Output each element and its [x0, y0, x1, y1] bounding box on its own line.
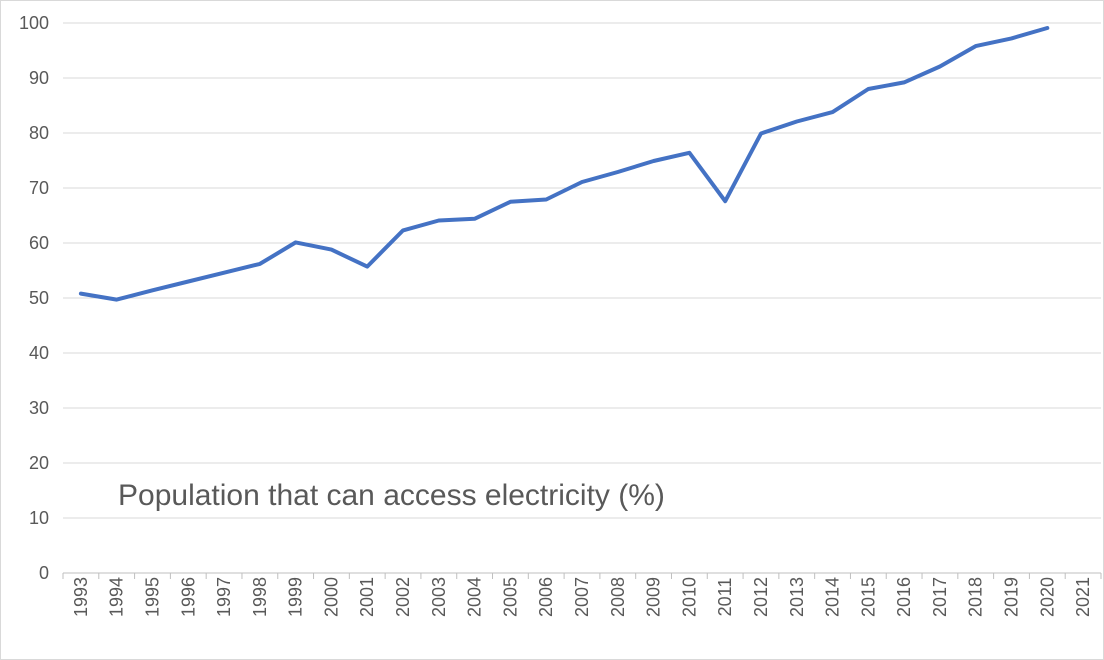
x-tick-label: 2011	[715, 578, 735, 617]
y-tick-label: 80	[29, 123, 49, 143]
x-tick-label: 2021	[1073, 577, 1093, 617]
x-tick-label: 2001	[357, 577, 377, 617]
x-tick-label: 1995	[142, 577, 162, 617]
gridlines	[63, 22, 1101, 519]
x-axis	[62, 572, 1102, 579]
y-axis-tick-labels: 0 10 20 30 40 50 60 70 80 90 100	[19, 13, 49, 583]
x-tick-label: 2004	[465, 577, 485, 617]
y-tick-label: 100	[19, 13, 49, 33]
x-tick-label: 2003	[429, 577, 449, 617]
y-tick-label: 20	[29, 453, 49, 473]
x-tick-label: 2013	[787, 577, 807, 617]
x-tick-label: 2012	[751, 577, 771, 617]
series-line	[78, 26, 1050, 302]
x-axis-tick-labels: 1993 1994 1995 1996 1997 1998 1999 2000 2001 2002…	[71, 577, 1093, 617]
x-tick-label: 2008	[608, 577, 628, 617]
x-tick-label: 1993	[71, 577, 91, 617]
y-tick-label: 50	[29, 288, 49, 308]
x-tick-label: 2000	[321, 577, 341, 617]
x-tick-label: 2009	[644, 577, 664, 617]
chart-title: Population that can access electricity (…	[118, 479, 665, 512]
x-tick-label: 2015	[858, 577, 878, 617]
x-tick-label: 2007	[572, 577, 592, 617]
x-tick-label: 2016	[894, 577, 914, 617]
y-tick-label: 10	[29, 508, 49, 528]
x-tick-label: 2010	[679, 577, 699, 617]
x-tick-label: 2014	[823, 577, 843, 617]
x-tick-label: 1999	[286, 577, 306, 617]
x-tick-label: 2006	[536, 577, 556, 617]
x-tick-label: 1997	[214, 577, 234, 617]
y-tick-label: 30	[29, 398, 49, 418]
x-tick-label: 1996	[178, 577, 198, 617]
y-tick-label: 0	[39, 563, 49, 583]
x-tick-label: 2018	[966, 577, 986, 617]
x-tick-label: 2020	[1037, 577, 1057, 617]
y-tick-label: 60	[29, 233, 49, 253]
x-tick-label: 2005	[500, 577, 520, 617]
x-tick-label: 1994	[107, 577, 127, 617]
x-tick-label: 1998	[250, 577, 270, 617]
x-tick-label: 2019	[1002, 577, 1022, 617]
x-tick-label: 2002	[393, 577, 413, 617]
y-tick-label: 70	[29, 178, 49, 198]
x-tick-label: 2017	[930, 577, 950, 617]
y-tick-label: 40	[29, 343, 49, 363]
series-layer	[78, 26, 1050, 302]
y-tick-label: 90	[29, 68, 49, 88]
